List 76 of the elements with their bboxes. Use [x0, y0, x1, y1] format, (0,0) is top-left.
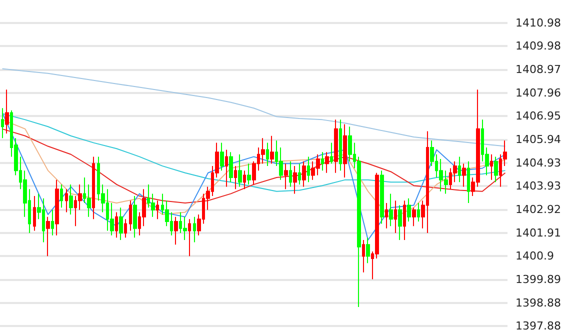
line-series	[2, 113, 506, 192]
candlestick	[174, 216, 178, 246]
candlestick	[394, 200, 397, 234]
candlestick	[247, 163, 251, 185]
candlestick	[339, 119, 342, 172]
candlestick	[65, 188, 68, 213]
y-tick-label: 1400.9	[516, 250, 554, 263]
candlestick	[325, 152, 329, 174]
candlestick	[60, 184, 63, 208]
candlestick	[302, 160, 306, 188]
candlestick	[293, 165, 297, 194]
candlestick	[330, 142, 333, 164]
y-tick-label: 1399.89	[516, 273, 562, 286]
candlestick	[92, 156, 95, 220]
candlestick	[51, 209, 54, 236]
candlestick	[133, 196, 137, 238]
y-tick-label: 1401.91	[516, 226, 562, 240]
y-tick-label: 1402.92	[516, 202, 562, 216]
y-tick-label: 1409.98	[516, 40, 562, 53]
candlestick	[188, 218, 191, 257]
line-series	[2, 112, 506, 240]
candlestick	[270, 135, 274, 164]
y-tick-label: 1406.95	[516, 110, 562, 123]
candlestick	[46, 216, 50, 257]
y-tick-label: 1397.88	[516, 320, 562, 332]
candlestick	[321, 152, 324, 172]
candlestick	[467, 160, 470, 204]
y-tick-label: 1407.96	[516, 86, 562, 100]
candlestick	[494, 156, 498, 183]
y-tick-label: 1408.97	[516, 62, 562, 76]
candlestick	[284, 163, 288, 190]
candlestick	[129, 200, 132, 232]
line-series	[2, 68, 506, 147]
candlestick	[69, 184, 73, 216]
candlestick	[298, 163, 301, 185]
candlestick	[243, 170, 246, 190]
candlestick	[183, 216, 187, 240]
y-tick-label: 1403.93	[516, 180, 562, 193]
candlestick	[407, 198, 411, 222]
candlestick	[417, 202, 420, 222]
y-tick-label: 1398.88	[516, 296, 562, 310]
candlestick	[366, 237, 370, 264]
candlestick	[229, 152, 233, 183]
y-tick-label: 1405.94	[516, 133, 562, 146]
candlestick	[193, 216, 196, 243]
candlestick	[362, 239, 365, 273]
candlestick	[458, 156, 461, 183]
candlestick	[412, 207, 416, 227]
candlestick	[5, 89, 9, 134]
candlestick	[389, 193, 393, 227]
candlestick	[307, 156, 310, 183]
line-series	[2, 119, 506, 220]
candlestick	[334, 119, 338, 174]
candlestick	[225, 149, 228, 188]
candlestick	[119, 207, 123, 240]
line-series	[2, 128, 506, 204]
candlestick	[385, 202, 388, 229]
candlestick	[266, 142, 269, 166]
candlestick	[1, 108, 4, 139]
y-tick-label: 1410.98	[516, 16, 562, 30]
candlestick	[115, 212, 118, 238]
candlestick	[156, 200, 159, 220]
candlestick	[462, 163, 466, 188]
candlestick	[234, 165, 237, 190]
candlestick	[124, 218, 127, 238]
candlestick	[380, 170, 384, 224]
candlestick	[490, 154, 493, 180]
candlestick	[220, 142, 224, 172]
candlestick	[398, 204, 402, 240]
candlestick	[55, 179, 59, 236]
y-tick-label: 1404.93	[516, 156, 562, 170]
candlestick	[403, 200, 406, 240]
candlestick	[238, 154, 242, 188]
candlestick	[33, 196, 36, 232]
candlestick	[343, 124, 347, 178]
candlestick	[289, 160, 292, 188]
